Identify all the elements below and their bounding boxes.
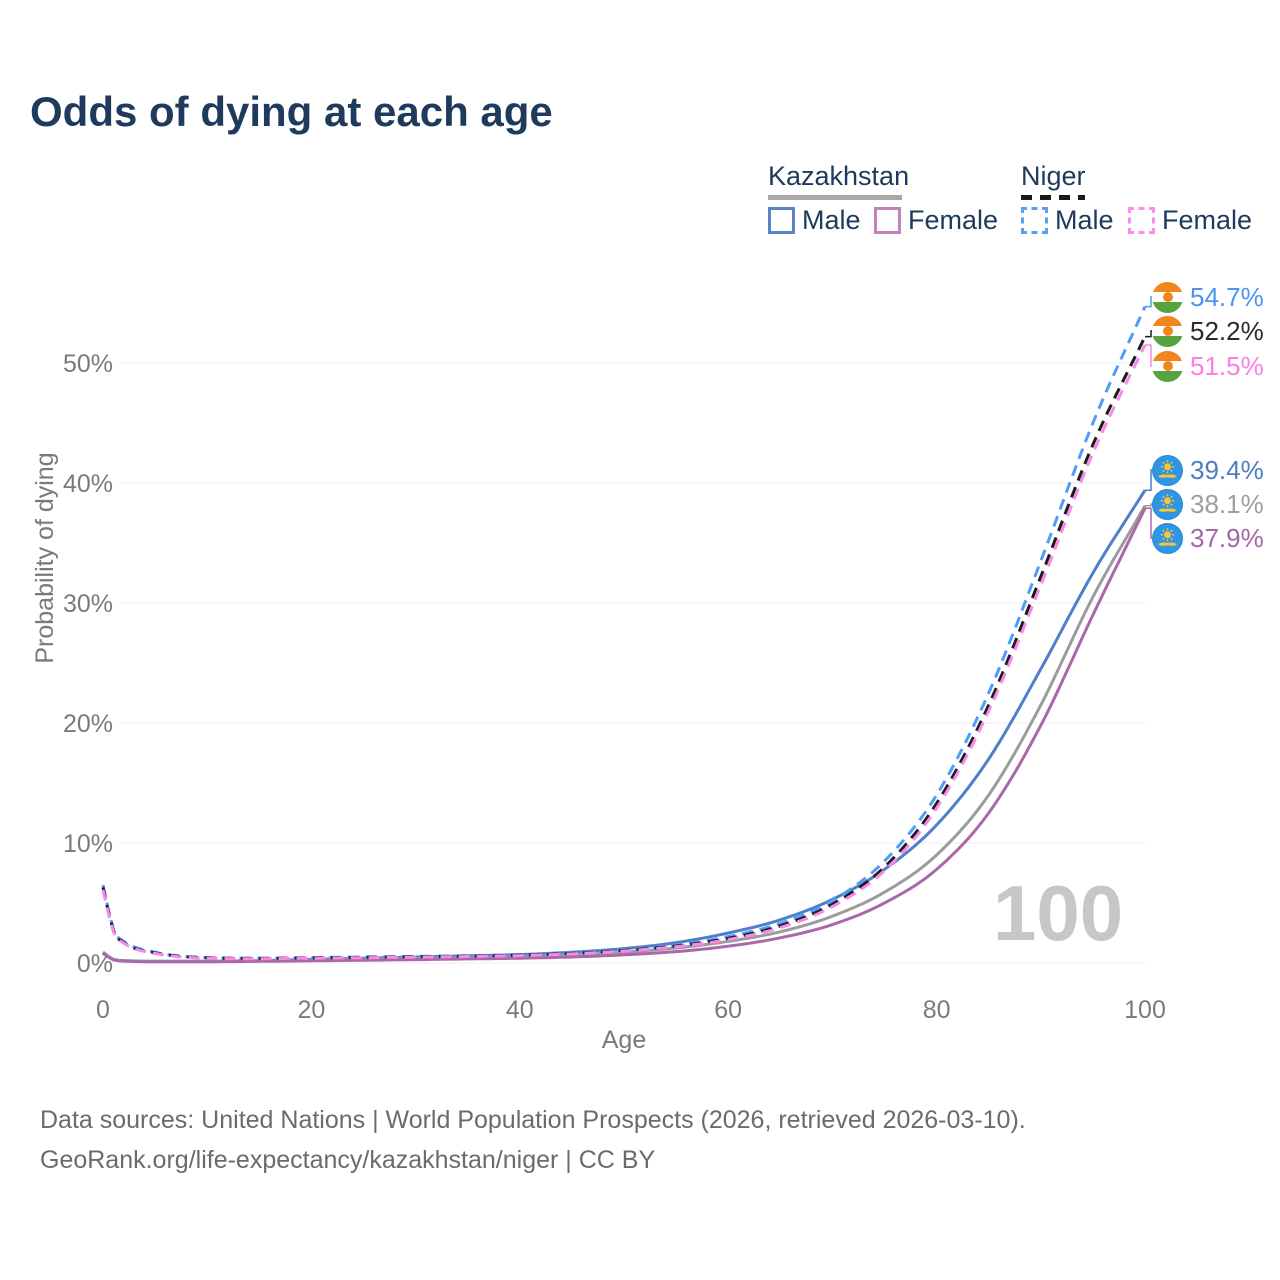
- x-tick-label: 0: [96, 996, 110, 1024]
- y-tick-label: 50%: [63, 350, 113, 378]
- end-label-value: 51.5%: [1190, 350, 1264, 381]
- kazakhstan-flag-icon: [1152, 454, 1183, 486]
- end-label-value: 54.7%: [1190, 281, 1264, 312]
- niger-dashed-line-key: [1021, 195, 1085, 200]
- niger-flag-icon: [1152, 315, 1183, 347]
- niger-flag-icon: [1152, 350, 1183, 382]
- legend-item-kazakhstan-female[interactable]: Female: [874, 205, 998, 236]
- end-label-value: 38.1%: [1190, 488, 1264, 519]
- x-tick-label: 40: [506, 996, 534, 1024]
- page-title: Odds of dying at each age: [30, 88, 553, 135]
- end-label-value: 39.4%: [1190, 454, 1264, 485]
- line-kazakhstan-female: [102, 507, 1147, 964]
- end-label-value: 37.9%: [1190, 522, 1264, 553]
- end-label-kazakhstan-male: 39.4%: [1152, 454, 1264, 486]
- line-niger-male: [101, 305, 1147, 960]
- chart: 0%10%20%30%40%50%0 20 40 60 80 100: [63, 296, 1166, 1024]
- line-niger-both-sexes: [101, 335, 1147, 960]
- y-tick-label: 40%: [63, 470, 113, 498]
- niger-male-swatch-icon: [1021, 207, 1048, 234]
- x-tick-label: 100: [1124, 996, 1166, 1024]
- end-label-kazakhstan-both-sexes: 38.1%: [1152, 488, 1264, 520]
- kazakhstan-female-swatch-icon: [874, 207, 901, 234]
- x-tick-label: 20: [297, 996, 325, 1024]
- niger-female-swatch-icon: [1128, 207, 1155, 234]
- end-label-value: 52.2%: [1190, 315, 1264, 346]
- legend-item-niger-female[interactable]: Female: [1128, 205, 1252, 236]
- kazakhstan-flag-icon: [1152, 488, 1183, 520]
- line-niger-female: [101, 344, 1147, 961]
- footer-source-line: Data sources: United Nations | World Pop…: [40, 1106, 1026, 1134]
- legend-item-kazakhstan-male[interactable]: Male: [768, 205, 861, 236]
- x-tick-label: 80: [923, 996, 951, 1024]
- y-tick-label: 30%: [63, 590, 113, 618]
- x-axis-title: Age: [601, 1026, 647, 1054]
- line-kazakhstan-male: [102, 489, 1147, 963]
- age-watermark: 100: [993, 869, 1124, 957]
- legend-item-label: Female: [1162, 205, 1253, 235]
- legend-item-label: Male: [1055, 205, 1114, 235]
- line-kazakhstan-both-sexes: [102, 505, 1147, 963]
- y-tick-label: 20%: [63, 710, 113, 738]
- legend-item-niger-male[interactable]: Male: [1021, 205, 1114, 236]
- legend-group-niger-label: Niger: [1021, 161, 1086, 191]
- kazakhstan-male-swatch-icon: [768, 207, 795, 234]
- end-label-niger-male: 54.7%: [1152, 281, 1264, 313]
- x-tick-label: 60: [714, 996, 742, 1024]
- y-axis-title: Probability of dying: [31, 452, 59, 664]
- end-label-niger-female: 51.5%: [1152, 350, 1264, 382]
- footer-license-line: GeoRank.org/life-expectancy/kazakhstan/n…: [40, 1146, 656, 1174]
- legend-item-label: Male: [802, 205, 861, 235]
- legend-group-kazakhstan-label: Kazakhstan: [768, 161, 910, 191]
- niger-flag-icon: [1152, 281, 1183, 313]
- y-tick-label: 10%: [63, 830, 113, 858]
- legend-item-label: Female: [908, 205, 999, 235]
- kazakhstan-solid-line-key: [768, 195, 902, 200]
- kazakhstan-flag-icon: [1152, 522, 1183, 554]
- end-label-niger-both-sexes: 52.2%: [1152, 315, 1264, 347]
- end-label-kazakhstan-female: 37.9%: [1152, 522, 1264, 554]
